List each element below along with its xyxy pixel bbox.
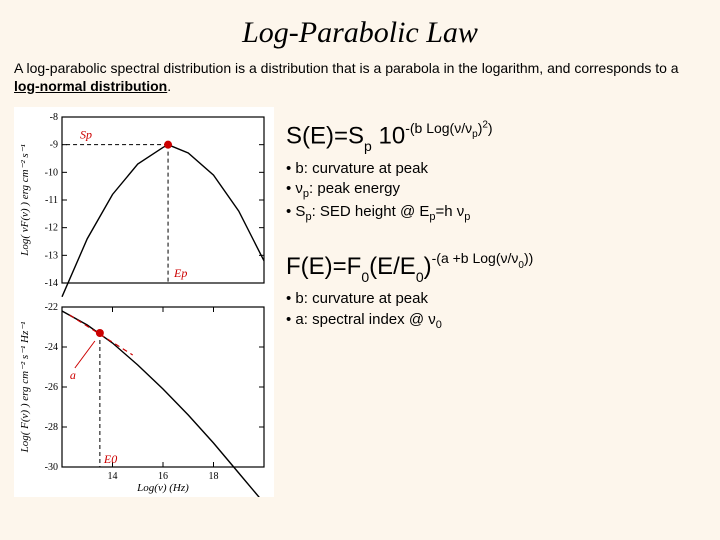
svg-text:a: a (70, 368, 76, 382)
svg-text:-28: -28 (45, 422, 58, 433)
formulas-column: S(E)=Sp 10-(b Log(ν/νp)2) • b: curvature… (280, 103, 720, 360)
svg-text:Ep: Ep (173, 266, 187, 280)
svg-text:18: 18 (209, 471, 219, 482)
page-title: Log-Parabolic Law (0, 0, 720, 60)
formula-1: S(E)=Sp 10-(b Log(ν/νp)2) (286, 121, 712, 153)
svg-text:E0: E0 (103, 452, 117, 466)
f2-mid-close: ) (424, 253, 432, 280)
svg-text:-9: -9 (50, 140, 58, 151)
content-row: -14 -13 -12 -11 -10 -9 -8 Log( νF(ν) ) erg cm⁻²… (0, 103, 720, 497)
b1-3-pre: • S (286, 203, 305, 220)
b1-3-post: : SED height @ E (312, 203, 430, 220)
bullets-2: • b: curvature at peak • a: spectral ind… (286, 289, 712, 332)
svg-text:-12: -12 (45, 223, 58, 234)
f2-exp-sub: 0 (518, 260, 524, 271)
f1-base-sub: p (364, 138, 372, 154)
f2-mid-sub: 0 (416, 269, 424, 285)
svg-text:Log( νF(ν) ) erg cm⁻² s⁻¹: Log( νF(ν) ) erg cm⁻² s⁻¹ (19, 144, 31, 257)
subtitle-post: . (167, 78, 171, 94)
svg-text:-14: -14 (45, 278, 58, 289)
svg-text:16: 16 (158, 471, 168, 482)
b2-2-sub: 0 (436, 319, 442, 331)
flux-chart: -30 -28 -26 -24 -22 14 16 18 Log( F(ν) ) erg cm⁻… (14, 297, 274, 497)
f2-base: F (347, 253, 362, 280)
b1-2-pre: • ν (286, 180, 303, 197)
svg-text:Log( F(ν) ) erg cm⁻² s⁻¹ Hz⁻¹: Log( F(ν) ) erg cm⁻² s⁻¹ Hz⁻¹ (19, 322, 31, 454)
b2-1: • b: curvature at peak (286, 289, 712, 309)
f2-lhs: F(E)= (286, 253, 347, 280)
b1-1: • b: curvature at peak (286, 159, 712, 179)
f1-exp-close: ) (488, 120, 493, 136)
b1-3-post2: =h ν (435, 203, 464, 220)
svg-text:Log(ν) (Hz): Log(ν) (Hz) (136, 482, 189, 494)
b2-2: • a: spectral index @ ν0 (286, 310, 712, 333)
b1-2-post: : peak energy (309, 180, 400, 197)
charts-column: -14 -13 -12 -11 -10 -9 -8 Log( νF(ν) ) erg cm⁻²… (0, 103, 280, 497)
svg-text:-26: -26 (45, 382, 58, 393)
svg-text:-22: -22 (45, 302, 58, 313)
formula-2: F(E)=F0(E/E0)-(a +b Log(ν/ν0)) (286, 252, 712, 283)
b2-2-pre: • a: spectral index @ ν (286, 311, 436, 328)
f1-base: S (348, 123, 364, 150)
svg-text:-8: -8 (50, 112, 58, 123)
subtitle-pre: A log-parabolic spectral distribution is… (14, 60, 679, 76)
svg-text:14: 14 (108, 471, 118, 482)
f2-exp: -(a +b Log(ν/ν0)) (432, 250, 534, 266)
subtitle: A log-parabolic spectral distribution is… (0, 60, 720, 103)
b1-2: • νp: peak energy (286, 179, 712, 202)
b1-3: • Sp: SED height @ Ep=h νp (286, 202, 712, 225)
svg-text:-24: -24 (45, 342, 58, 353)
f1-lhs: S(E)= (286, 123, 348, 150)
svg-text:Sp: Sp (80, 128, 92, 142)
svg-text:-10: -10 (45, 167, 58, 178)
svg-text:-13: -13 (45, 250, 58, 261)
f1-exp-sub: p (472, 129, 478, 140)
f2-exp-post: )) (524, 250, 533, 266)
f1-exp: -(b Log(ν/νp)2) (405, 120, 492, 136)
f2-base-sub: 0 (361, 269, 369, 285)
svg-text:-30: -30 (45, 462, 58, 473)
f1-ten: 10 (372, 123, 405, 150)
b1-3-sub3: p (464, 211, 470, 223)
f2-mid: (E/E (369, 253, 416, 280)
f2-exp-pre: -(a +b Log(ν/ν (432, 250, 519, 266)
sed-chart: -14 -13 -12 -11 -10 -9 -8 Log( νF(ν) ) erg cm⁻²… (14, 107, 274, 297)
svg-text:-11: -11 (45, 195, 58, 206)
f1-exp-pre: -(b Log(ν/ν (405, 120, 472, 136)
subtitle-underlined: log-normal distribution (14, 78, 167, 94)
bullets-1: • b: curvature at peak • νp: peak energy… (286, 159, 712, 225)
